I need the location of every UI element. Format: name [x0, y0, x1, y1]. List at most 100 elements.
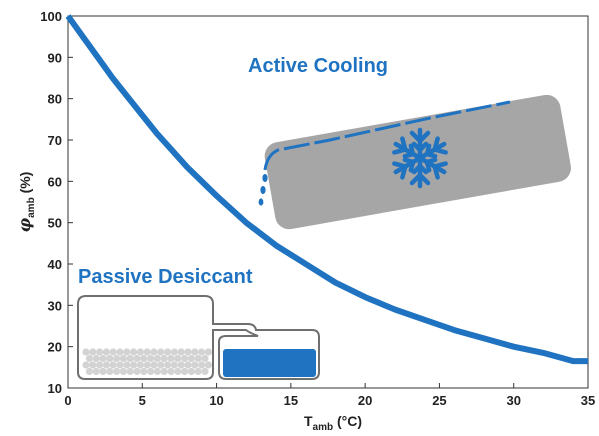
desiccant-bead	[170, 361, 178, 369]
desiccant-bead	[140, 354, 148, 363]
y-axis-label-sub: amb	[26, 197, 37, 218]
y-tick-label: 40	[48, 257, 62, 272]
desiccant-bead	[174, 367, 182, 376]
desiccant-bead	[191, 361, 199, 369]
desiccant-bead	[150, 361, 158, 369]
x-axis-label-main: T	[304, 413, 313, 429]
condensation-film	[263, 100, 511, 171]
desiccant-bead	[181, 354, 189, 363]
desiccant-bead	[133, 354, 141, 363]
desiccant-bead	[147, 367, 155, 376]
desiccant-bead	[96, 348, 104, 356]
desiccant-bead	[153, 354, 161, 363]
desiccant-bead	[109, 361, 117, 369]
active-cooling-label: Active Cooling	[248, 55, 388, 77]
desiccant-bead	[184, 361, 192, 369]
condensation-drops-icon	[258, 174, 268, 206]
y-tick-label: 70	[48, 133, 62, 148]
y-tick-labels: 10 20 30 40 50 60 70 80 90 100	[40, 9, 62, 396]
y-tick-label: 60	[48, 174, 62, 189]
x-tick-label: 0	[64, 393, 71, 408]
desiccant-bead	[167, 354, 175, 363]
desiccant-bead	[140, 367, 148, 376]
y-tick-label: 10	[48, 381, 62, 396]
x-tick-labels: 0 5 10 15 20 25 30 35	[64, 393, 595, 408]
desiccant-bead	[99, 354, 107, 363]
desiccant-bead	[113, 367, 121, 376]
desiccant-bead	[150, 348, 158, 356]
axes	[67, 15, 589, 389]
desiccant-bead	[157, 348, 165, 356]
desiccant-bead	[102, 361, 110, 369]
desiccant-bead	[89, 361, 97, 369]
desiccant-bead	[130, 348, 138, 356]
desiccant-bead	[164, 348, 172, 356]
desiccant-bead	[177, 361, 185, 369]
desiccant-bead	[82, 348, 90, 356]
desiccant-bead	[126, 354, 134, 363]
desiccant-bead	[143, 348, 151, 356]
x-tick-label: 15	[284, 393, 298, 408]
desiccant-bead	[119, 367, 127, 376]
desiccant-bead	[85, 367, 93, 376]
x-tick-label: 35	[581, 393, 595, 408]
x-tick-label: 10	[209, 393, 223, 408]
y-tick-label: 90	[48, 50, 62, 65]
desiccant-bead	[133, 367, 141, 376]
desiccant-bead	[130, 361, 138, 369]
desiccant-bead	[157, 361, 165, 369]
desiccant-bead	[164, 361, 172, 369]
desiccant-bead	[136, 348, 144, 356]
desiccant-bead	[194, 367, 202, 376]
desiccant-bead	[92, 354, 100, 363]
desiccant-bead	[187, 354, 195, 363]
desiccant-bead	[96, 361, 104, 369]
snowflake-icon	[392, 127, 448, 186]
desiccant-bead	[160, 354, 168, 363]
desiccant-bead	[204, 361, 212, 369]
desiccant-bead	[167, 367, 175, 376]
desiccant-bead	[123, 361, 131, 369]
desiccant-bead	[187, 367, 195, 376]
y-axis-label-unit: (%)	[17, 172, 33, 198]
desiccant-illustration	[77, 295, 320, 380]
desiccant-bead	[136, 361, 144, 369]
desiccant-bead	[198, 348, 206, 356]
desiccant-bead	[126, 367, 134, 376]
desiccant-bead	[113, 354, 121, 363]
desiccant-bead	[123, 348, 131, 356]
desiccant-bead	[198, 361, 206, 369]
desiccant-bead	[194, 354, 202, 363]
x-tick-label: 30	[506, 393, 520, 408]
plot-frame	[67, 15, 589, 389]
x-tick-label: 20	[358, 393, 372, 408]
y-axis-label-main: φ	[15, 217, 34, 232]
desiccant-bead	[153, 367, 161, 376]
x-tick-label: 25	[432, 393, 446, 408]
y-tick-label: 50	[48, 216, 62, 231]
y-tick-label: 100	[40, 9, 62, 24]
passive-desiccant-label: Passive Desiccant	[78, 266, 253, 288]
desiccant-bead	[119, 354, 127, 363]
desiccant-bead	[92, 367, 100, 376]
cooling-device-illustration	[258, 94, 571, 230]
desiccant-bead	[106, 367, 114, 376]
desiccant-bead	[201, 354, 209, 363]
desiccant-bead	[177, 348, 185, 356]
desiccant-bead	[184, 348, 192, 356]
y-tick-label: 80	[48, 92, 62, 107]
desiccant-bead	[160, 367, 168, 376]
x-axis-label: Tamb (°C)	[304, 413, 362, 433]
desiccant-bead	[116, 348, 124, 356]
desiccant-bead	[170, 348, 178, 356]
desiccant-bead	[204, 348, 212, 356]
y-tick-label: 20	[48, 340, 62, 355]
y-axis-label: φamb (%)	[15, 172, 37, 233]
series-line-humidity	[65, 14, 588, 365]
desiccant-bead	[89, 348, 97, 356]
desiccant-bead	[147, 354, 155, 363]
x-axis-label-sub: amb	[313, 422, 334, 433]
desiccant-beads	[82, 348, 212, 376]
desiccant-bead	[85, 354, 93, 363]
x-tick-label: 5	[139, 393, 146, 408]
